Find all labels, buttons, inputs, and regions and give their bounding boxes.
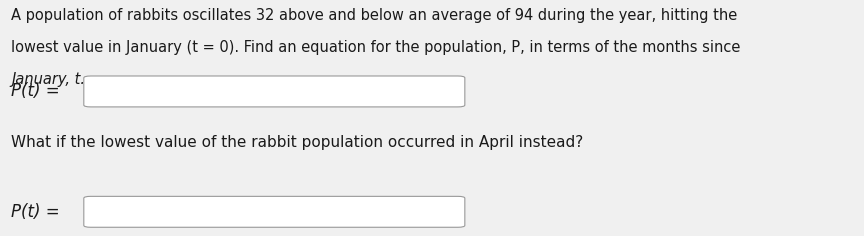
Text: A population of rabbits oscillates 32 above and below an average of 94 during th: A population of rabbits oscillates 32 ab… xyxy=(11,8,738,23)
Text: P(t) =: P(t) = xyxy=(11,203,60,221)
Text: What if the lowest value of the rabbit population occurred in April instead?: What if the lowest value of the rabbit p… xyxy=(11,135,583,150)
FancyBboxPatch shape xyxy=(84,76,465,107)
FancyBboxPatch shape xyxy=(84,196,465,227)
Text: lowest value in January (t = 0). Find an equation for the population, P, in term: lowest value in January (t = 0). Find an… xyxy=(11,40,740,55)
Text: P(t) =: P(t) = xyxy=(11,82,60,101)
Text: January, t.: January, t. xyxy=(11,72,86,87)
